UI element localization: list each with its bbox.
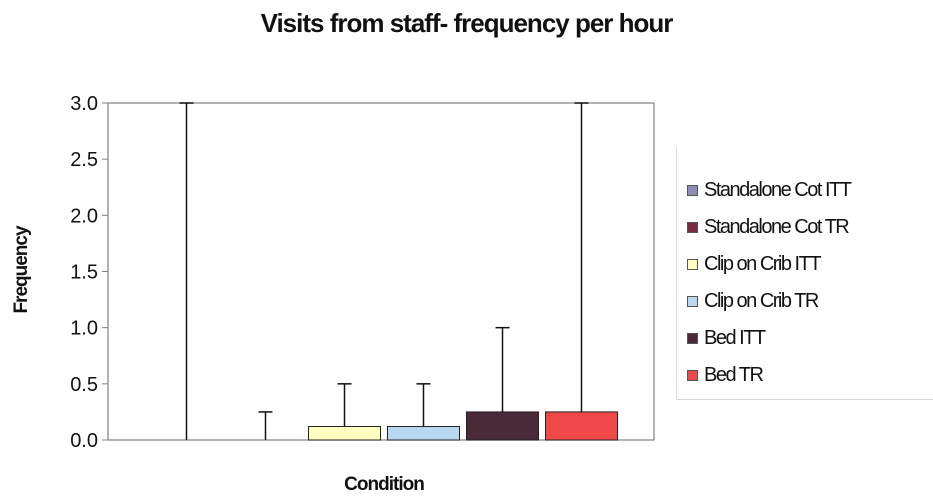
legend-swatch xyxy=(687,259,698,270)
chart-title: Visits from staff- frequency per hour xyxy=(260,8,674,38)
legend-item: Standalone Cot ITT xyxy=(677,172,933,209)
y-tick-label: 0.0 xyxy=(70,430,98,452)
plot-frame xyxy=(107,102,655,441)
y-tick-label: 2.0 xyxy=(70,205,98,227)
legend-swatch xyxy=(687,370,698,381)
legend-label: Standalone Cot ITT xyxy=(704,179,852,201)
legend-label: Standalone Cot TR xyxy=(704,216,850,238)
legend-label: Clip on Crib TR xyxy=(704,290,819,312)
legend-swatch xyxy=(687,185,698,196)
y-tick-label: 1.0 xyxy=(70,318,98,340)
legend-item: Bed ITT xyxy=(677,320,933,357)
legend-label: Clip on Crib ITT xyxy=(704,253,822,275)
legend-label: Bed ITT xyxy=(704,327,766,349)
y-tick-label: 0.5 xyxy=(70,374,98,396)
legend: Standalone Cot ITT Standalone Cot TR Clip … xyxy=(676,146,933,400)
y-tick-label: 2.5 xyxy=(70,149,98,171)
y-tick-label: 1.5 xyxy=(70,262,98,284)
bar xyxy=(466,411,539,441)
legend-label: Bed TR xyxy=(704,364,764,386)
legend-swatch xyxy=(687,333,698,344)
legend-swatch xyxy=(687,222,698,233)
bar xyxy=(387,426,460,441)
legend-swatch xyxy=(687,296,698,307)
bar xyxy=(545,411,618,441)
y-tick-label: 3.0 xyxy=(70,93,98,115)
bar xyxy=(308,426,381,441)
legend-item: Standalone Cot TR xyxy=(677,209,933,246)
y-axis-label: Frequency xyxy=(11,226,32,314)
x-axis-label: Condition xyxy=(344,474,425,495)
legend-item: Bed TR xyxy=(677,357,933,394)
legend-item: Clip on Crib TR xyxy=(677,283,933,320)
legend-item: Clip on Crib ITT xyxy=(677,246,933,283)
